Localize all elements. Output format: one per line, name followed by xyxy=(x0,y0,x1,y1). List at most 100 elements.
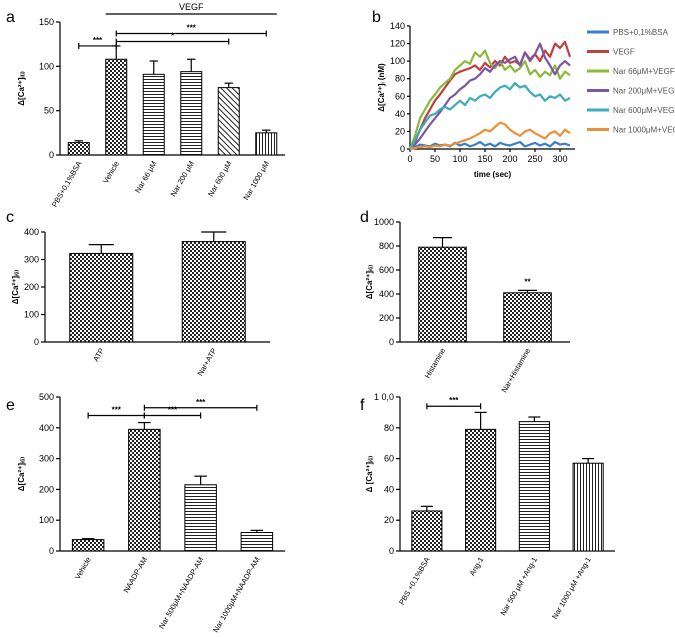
category-label: Nar 200 μM xyxy=(169,160,196,199)
category-label: PBS+0,1%BSA xyxy=(50,160,84,209)
bar xyxy=(105,58,128,156)
bar xyxy=(142,73,165,156)
y-tick-label: 200 xyxy=(379,313,394,323)
x-tick-label: 150 xyxy=(477,154,492,164)
sig-label: *** xyxy=(168,405,178,414)
y-tick-label: 500 xyxy=(39,392,54,402)
y-axis-label: Δ [Ca²⁺]ᵢ₍ᵢ₎ xyxy=(365,456,374,493)
sig-label: *** xyxy=(93,36,103,45)
chart-d: 0 200 400 600 800 1000 Δ[Ca²⁺]ᵢ₍ᵢ₎ Histamine Nar… xyxy=(365,217,570,394)
y-tick-label: 0 xyxy=(389,337,394,347)
bar xyxy=(255,132,278,156)
series-line xyxy=(409,81,571,150)
bar xyxy=(71,539,105,552)
sig-label: * xyxy=(171,32,175,41)
y-tick-label: 20 xyxy=(384,515,394,525)
category-label: Nar 1000 μM xyxy=(241,160,271,202)
panel-letter-b: b xyxy=(372,9,381,26)
y-tick-label: 200 xyxy=(39,484,54,494)
y-tick-label: 50 xyxy=(44,106,54,116)
chart-f: 0 20 40 60 80 1 0,0 Δ [Ca²⁺]ᵢ₍ᵢ₎ PBS +0,1%BSA An… xyxy=(365,392,615,621)
category-label: Nar 1000μM+NAADP-AM xyxy=(211,556,261,634)
y-tick-label: 40 xyxy=(395,109,405,119)
category-label: Nar 500μM+NAADP-AM xyxy=(157,556,205,631)
bar xyxy=(240,532,274,552)
x-axis-label: time (sec) xyxy=(474,170,512,179)
legend-label: VEGF xyxy=(613,48,635,57)
series-line xyxy=(408,49,571,150)
bar xyxy=(465,428,497,552)
y-tick-label: 100 xyxy=(390,56,405,66)
group-label: VEGF xyxy=(179,2,204,12)
x-tick-label: 200 xyxy=(502,154,517,164)
panel-letter-e: e xyxy=(6,397,15,414)
category-label: Nar+Histamine xyxy=(500,347,533,395)
y-axis-label: Δ[Ca²⁺]ᵢ₍ᵢ₎ xyxy=(17,457,26,491)
y-tick-label: 600 xyxy=(379,265,394,275)
y-axis-label: Δ[Ca²⁺]ᵢ₍ᵢ₎ xyxy=(11,270,20,304)
y-tick-label: 100 xyxy=(24,310,39,320)
y-tick-label: 400 xyxy=(39,423,54,433)
y-tick-label: 20 xyxy=(395,126,405,136)
y-tick-label: 100 xyxy=(39,515,54,525)
y-tick-label: 0 xyxy=(49,150,54,160)
bar xyxy=(181,241,246,343)
panel-letter-a: a xyxy=(6,9,15,26)
y-tick-label: 0 xyxy=(34,337,39,347)
y-tick-label: 100 xyxy=(39,61,54,71)
bar xyxy=(67,142,90,156)
y-tick-label: 0 xyxy=(49,546,54,556)
sig-label: ** xyxy=(524,277,531,286)
legend-label: Nar 600μM+VEGF xyxy=(613,106,675,115)
legend-label: Nar 66μM+VEGF xyxy=(613,67,675,76)
bar xyxy=(180,71,203,156)
bar xyxy=(418,246,467,343)
legend-label: PBS+0,1%BSA xyxy=(613,28,669,37)
chart-a: 0 50 100 150 Δ[Ca²⁺]ᵢ₍ᵢ₎ PBS+0,1%BSA Vehicle Na… xyxy=(17,2,285,209)
y-tick-label: 200 xyxy=(24,282,39,292)
y-tick-label: 300 xyxy=(39,454,54,464)
y-tick-label: 1 0,0 xyxy=(374,392,394,402)
category-label: Nar+ATP xyxy=(195,347,218,378)
y-tick-label: 80 xyxy=(384,423,394,433)
category-label: Nar 600 μM xyxy=(206,160,233,199)
y-axis-label: Δ[Ca²⁺]ᵢ (nM) xyxy=(377,63,386,112)
series-line xyxy=(409,121,571,151)
y-tick-label: 0 xyxy=(389,546,394,556)
legend-label: Nar 200μM+VEGF xyxy=(613,87,675,96)
category-label: PBS +0,1%BSA xyxy=(397,556,432,607)
bar xyxy=(128,428,161,552)
category-label: NAADP-AM xyxy=(122,556,150,595)
x-tick-label: 250 xyxy=(527,154,542,164)
bar xyxy=(411,510,443,552)
category-label: Histamine xyxy=(423,347,447,380)
y-axis-label: Δ[Ca²⁺]ᵢ₍ᵢ₎ xyxy=(17,71,26,105)
category-label: Ang-1 xyxy=(468,556,486,578)
x-tick-label: 0 xyxy=(407,154,412,164)
category-label: Nar 500 μM +Ang-1 xyxy=(498,556,539,617)
sig-label: *** xyxy=(187,24,197,33)
panel-letter-d: d xyxy=(360,209,369,226)
series-line xyxy=(409,140,571,151)
bar xyxy=(518,421,550,552)
category-label: Nar 1000 μM +Ang-1 xyxy=(550,556,593,621)
y-tick-label: 40 xyxy=(384,484,394,494)
sig-label: *** xyxy=(449,396,459,405)
sig-label: *** xyxy=(196,398,206,407)
bar xyxy=(69,252,134,343)
category-label: Vehicle xyxy=(73,556,93,581)
y-tick-label: 400 xyxy=(379,289,394,299)
y-tick-label: 300 xyxy=(24,255,39,265)
y-tick-label: 800 xyxy=(379,241,394,251)
y-tick-label: 140 xyxy=(390,21,405,31)
y-tick-label: 120 xyxy=(390,39,405,49)
y-tick-label: 150 xyxy=(39,17,54,27)
y-tick-label: 1000 xyxy=(374,217,394,227)
panel-letter-f: f xyxy=(360,397,365,414)
x-tick-label: 50 xyxy=(430,154,440,164)
y-tick-label: 60 xyxy=(395,91,405,101)
bar xyxy=(572,462,604,552)
bar xyxy=(217,87,240,156)
category-label: Vehicle xyxy=(101,160,121,185)
